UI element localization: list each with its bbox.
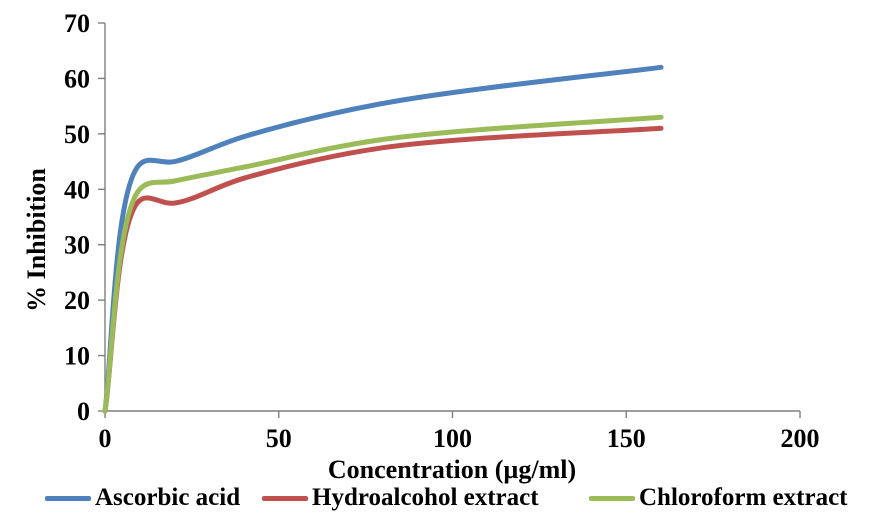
y-tick-label: 40 (64, 175, 90, 204)
x-tick-label: 200 (781, 424, 820, 453)
series-line-hydroalcohol-extract (102, 125, 664, 414)
y-tick-label: 70 (64, 9, 90, 38)
series-line-chloroform-extract (102, 114, 664, 414)
x-tick-label: 100 (433, 424, 472, 453)
x-axis-title: Concentration (µg/ml) (327, 455, 577, 484)
x-tick-label: 150 (607, 424, 646, 453)
y-tick-label: 0 (77, 397, 90, 426)
legend-label: Ascorbic acid (95, 484, 241, 511)
series-line-ascorbic-acid (102, 64, 664, 414)
legend-item-ascorbic-acid: Ascorbic acid (45, 481, 240, 515)
y-tick-label: 50 (64, 120, 90, 149)
y-axis-title: % Inhibition (22, 168, 51, 312)
legend-line-marker (262, 495, 308, 501)
legend-line-marker (45, 495, 91, 501)
legend-item-hydroalcohol-extract: Hydroalcohol extract (262, 481, 539, 515)
x-tick-label: 50 (266, 424, 292, 453)
legend-item-chloroform-extract: Chloroform extract (589, 481, 847, 515)
y-tick-label: 10 (64, 342, 90, 371)
y-tick-label: 60 (64, 64, 90, 93)
legend-label: Chloroform extract (639, 484, 848, 511)
legend-line-marker (589, 495, 635, 501)
legend-label: Hydroalcohol extract (312, 484, 539, 511)
y-tick-label: 20 (64, 286, 90, 315)
legend: Ascorbic acid Hydroalcohol extract Chlor… (0, 481, 880, 515)
x-tick-label: 0 (99, 424, 112, 453)
y-tick-label: 30 (64, 231, 90, 260)
